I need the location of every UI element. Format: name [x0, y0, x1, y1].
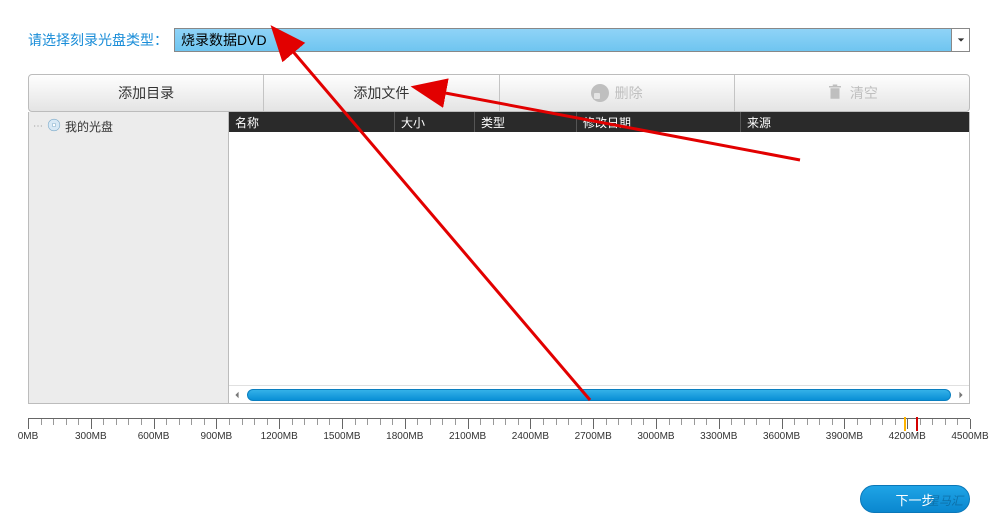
- tree-root-item[interactable]: ⋯ 我的光盘: [33, 118, 224, 135]
- ruler-tick: [907, 419, 908, 429]
- ruler-tick: [782, 419, 783, 429]
- ruler-tick: [468, 419, 469, 429]
- tree-dots-icon: ⋯: [33, 121, 43, 132]
- column-header: 名称 大小 类型 修改日期 来源: [229, 112, 969, 132]
- next-button[interactable]: 下一步 星马汇: [860, 485, 970, 513]
- ruler-label: 2700MB: [575, 431, 612, 442]
- ruler-label: 2400MB: [512, 431, 549, 442]
- ruler-tick: [656, 419, 657, 429]
- toolbar: 添加目录 添加文件 删除 清空: [28, 74, 970, 112]
- scroll-track[interactable]: [247, 389, 951, 401]
- ruler-tick: [405, 419, 406, 429]
- delete-icon: [591, 84, 609, 102]
- col-name[interactable]: 名称: [229, 112, 395, 132]
- ruler-label: 0MB: [18, 431, 39, 442]
- dropdown-arrow-icon[interactable]: [951, 29, 969, 51]
- clear-button: 清空: [735, 75, 969, 111]
- main-area: ⋯ 我的光盘 名称 大小 类型 修改日期 来源: [28, 112, 970, 404]
- ruler-label: 3000MB: [637, 431, 674, 442]
- ruler-label: 4200MB: [889, 431, 926, 442]
- trash-icon: [826, 83, 844, 104]
- ruler-label: 300MB: [75, 431, 107, 442]
- tree-panel: ⋯ 我的光盘: [29, 112, 229, 403]
- ruler-tick: [530, 419, 531, 429]
- ruler-label: 1200MB: [261, 431, 298, 442]
- add-file-button[interactable]: 添加文件: [264, 75, 498, 111]
- delete-button: 删除: [500, 75, 734, 111]
- ruler-tick: [342, 419, 343, 429]
- ruler-label: 1800MB: [386, 431, 423, 442]
- col-type[interactable]: 类型: [475, 112, 577, 132]
- h-scrollbar[interactable]: [229, 385, 969, 403]
- watermark: 星马汇: [927, 492, 963, 509]
- col-size[interactable]: 大小: [395, 112, 475, 132]
- ruler-tick: [970, 419, 971, 429]
- ruler-label: 3300MB: [700, 431, 737, 442]
- ruler-label: 600MB: [138, 431, 170, 442]
- add-folder-button[interactable]: 添加目录: [29, 75, 263, 111]
- ruler-tick: [91, 419, 92, 429]
- ruler-tick: [216, 419, 217, 429]
- ruler-label: 3900MB: [826, 431, 863, 442]
- disc-type-label: 请选择刻录光盘类型：: [28, 30, 168, 50]
- file-list: [229, 132, 969, 385]
- ruler-label: 2100MB: [449, 431, 486, 442]
- ruler-tick: [844, 419, 845, 429]
- disc-type-value: 烧录数据DVD: [175, 30, 267, 50]
- disc-icon: [47, 118, 61, 135]
- col-source[interactable]: 来源: [741, 112, 969, 132]
- capacity-ruler: 0MB300MB600MB900MB1200MB1500MB1800MB2100…: [28, 418, 970, 454]
- ruler-tick: [279, 419, 280, 429]
- ruler-tick: [154, 419, 155, 429]
- file-panel: 名称 大小 类型 修改日期 来源: [229, 112, 969, 403]
- ruler-tick: [719, 419, 720, 429]
- disc-type-dropdown[interactable]: 烧录数据DVD: [174, 28, 970, 52]
- marker-yellow: [904, 417, 906, 431]
- ruler-tick: [593, 419, 594, 429]
- scroll-right-icon[interactable]: [953, 387, 969, 403]
- scroll-left-icon[interactable]: [229, 387, 245, 403]
- ruler-label: 4500MB: [951, 431, 988, 442]
- ruler-label: 3600MB: [763, 431, 800, 442]
- ruler-tick: [28, 419, 29, 429]
- col-date[interactable]: 修改日期: [577, 112, 741, 132]
- marker-red: [916, 417, 918, 431]
- ruler-label: 1500MB: [323, 431, 360, 442]
- ruler-label: 900MB: [201, 431, 233, 442]
